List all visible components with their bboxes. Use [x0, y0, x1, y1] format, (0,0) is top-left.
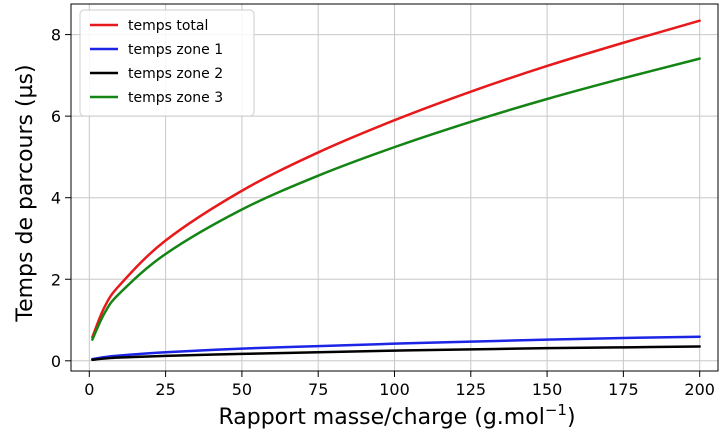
- y-tick-label: 6: [51, 107, 61, 126]
- y-tick-label: 4: [51, 189, 61, 208]
- x-axis-label-exponent: −1: [545, 401, 567, 419]
- x-tick-label: 175: [608, 380, 639, 399]
- legend: temps total temps zone 1 temps zone 2 temps…: [79, 9, 255, 117]
- x-tick-label: 200: [684, 380, 715, 399]
- legend-label: temps zone 2: [128, 66, 223, 82]
- series-line-1: [91, 19, 701, 339]
- series-layer: [91, 19, 701, 362]
- x-tick-label: 100: [379, 380, 410, 399]
- x-tick-label: 25: [155, 380, 175, 399]
- x-tick-label: 50: [232, 380, 252, 399]
- x-tick-label: 0: [84, 380, 94, 399]
- x-tick-label: 125: [456, 380, 487, 399]
- x-tick-label: 150: [532, 380, 563, 399]
- series-line-3: [91, 345, 701, 362]
- legend-label: temps zone 3: [128, 90, 223, 106]
- x-axis-label: Rapport masse/charge (g.mol−1): [218, 401, 575, 430]
- ticks: 0 25 50 75 100 125 150 175 200 0 2 4 6 8: [51, 26, 715, 399]
- x-axis-label-suffix: ): [567, 405, 576, 430]
- series-line-4: [91, 57, 701, 341]
- y-axis-label: Temps de parcours (µs): [13, 64, 38, 322]
- x-tick-label: 75: [308, 380, 328, 399]
- series-line-2: [91, 335, 701, 361]
- y-tick-label: 8: [51, 26, 61, 45]
- legend-label: temps zone 1: [128, 42, 223, 58]
- y-tick-label: 0: [51, 352, 61, 371]
- y-tick-label: 2: [51, 270, 61, 289]
- legend-box: [79, 9, 255, 117]
- legend-label: temps total: [128, 18, 208, 34]
